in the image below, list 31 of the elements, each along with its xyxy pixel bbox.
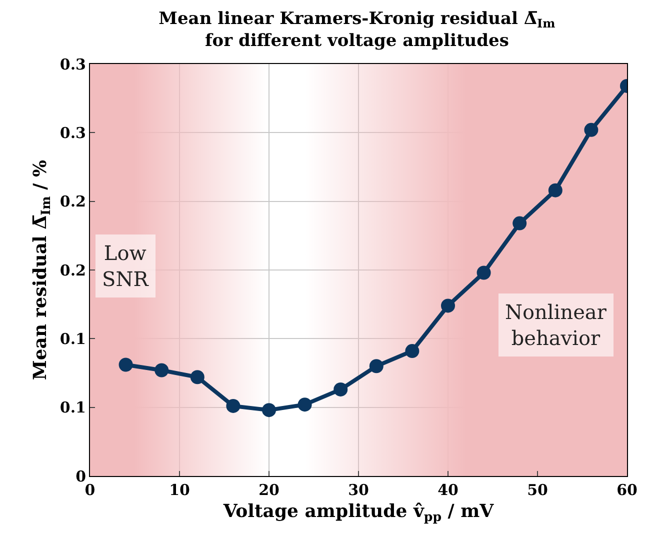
y-tick-label: 0 [76, 467, 86, 486]
point [154, 363, 169, 378]
point [441, 298, 455, 313]
x-tick-label: 40 [438, 481, 458, 499]
x-axis-title: Voltage amplitude v̂$_{pp}$ / mV [222, 501, 495, 524]
point [190, 370, 204, 384]
x-tick-label: 50 [527, 481, 548, 499]
x-tick-label: 10 [169, 481, 190, 499]
point [226, 398, 240, 413]
point [118, 358, 133, 372]
point [262, 403, 276, 418]
x-tick-label: 60 [616, 481, 638, 499]
y-tick-label: 0.3 [60, 55, 86, 74]
point [369, 359, 384, 374]
point [548, 183, 562, 198]
x-tick-label: 20 [258, 481, 280, 499]
y-tick-label: 0.2 [60, 192, 86, 211]
point [334, 382, 348, 396]
point [405, 344, 420, 358]
y-tick-label: 0.2 [60, 261, 86, 280]
band-label: Low SNR [102, 241, 150, 291]
chart-title: Mean linear Kramers-Kronig residual Δ̅$_{Im}$ for different voltage amplitudes [158, 9, 556, 52]
x-tick-label: 30 [348, 481, 369, 499]
y-tick-label: 0.1 [60, 330, 86, 348]
band-label: Nonlinear behavior [505, 300, 607, 350]
point [512, 216, 527, 230]
point [298, 398, 312, 412]
y-tick-label: 0.3 [60, 124, 86, 142]
point [476, 266, 491, 280]
y-tick-label: 0.1 [60, 398, 86, 417]
point [584, 122, 598, 137]
